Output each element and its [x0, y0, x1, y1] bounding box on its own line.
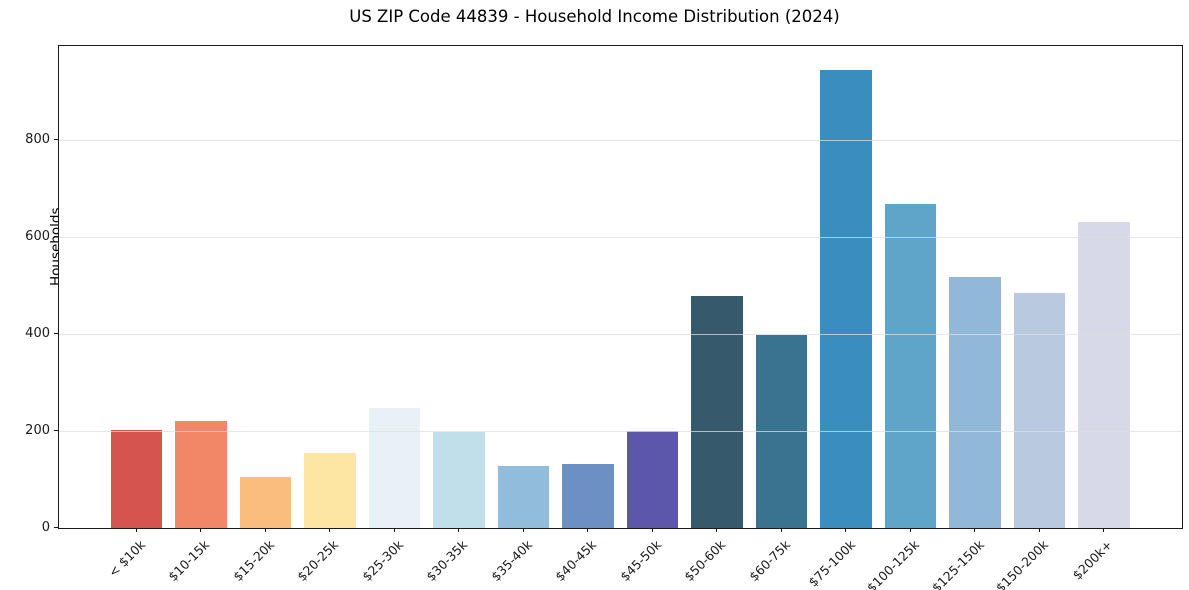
- x-axis-tick-mark: [393, 528, 395, 532]
- x-axis-tick-mark: [974, 528, 975, 532]
- x-axis-tick-mark: [458, 528, 459, 532]
- x-axis-tick-label: $200k+: [1069, 537, 1116, 583]
- bar: [110, 429, 163, 528]
- x-axis-tick-label: $10-15k: [165, 537, 213, 585]
- x-axis-tick-label: $45-50k: [617, 537, 665, 585]
- x-axis-tick-label: $100-125k: [863, 537, 923, 590]
- x-axis-tick-mark: [845, 528, 846, 532]
- x-axis-tick-mark: [522, 528, 524, 532]
- y-axis-tick-label: 0: [41, 519, 50, 535]
- x-axis-tick-mark: [135, 528, 137, 532]
- bar: [884, 204, 937, 528]
- x-axis-tick-label: $50-60k: [681, 537, 729, 585]
- x-axis-tick-mark: [651, 528, 653, 532]
- bar: [368, 408, 421, 528]
- x-axis-tick-mark: [716, 528, 717, 532]
- x-axis-tick-label: $75-100k: [804, 537, 858, 590]
- bar: [497, 466, 550, 528]
- x-axis-tick-mark: [587, 528, 588, 532]
- gridline: [59, 333, 1182, 335]
- gridline: [59, 139, 1182, 141]
- x-axis-tick-label: $30-35k: [423, 537, 471, 585]
- x-axis-tick-label: $20-25k: [294, 537, 342, 585]
- chart-title: US ZIP Code 44839 - Household Income Dis…: [349, 7, 840, 26]
- x-axis-tick-label: $35-40k: [488, 537, 536, 585]
- gridline: [59, 236, 1182, 238]
- bar: [626, 431, 679, 528]
- bar: [949, 277, 1001, 528]
- y-axis-tick-label: 400: [25, 325, 50, 341]
- bar: [691, 296, 743, 528]
- y-axis-tick-mark: [54, 139, 58, 141]
- gridline: [59, 430, 1182, 432]
- bar: [1013, 293, 1066, 528]
- y-axis-tick-label: 800: [25, 131, 50, 147]
- y-axis-tick-mark: [54, 333, 58, 335]
- y-axis-tick-mark: [54, 236, 58, 238]
- x-axis-tick-mark: [780, 528, 782, 532]
- bar: [820, 69, 872, 528]
- bar: [239, 476, 292, 528]
- y-axis-tick-label: 600: [25, 228, 50, 244]
- bar: [304, 452, 356, 528]
- x-axis-tick-mark: [329, 528, 330, 532]
- x-axis-tick-label: $40-45k: [552, 537, 600, 585]
- bar: [1078, 222, 1130, 528]
- y-axis-tick-label: 200: [25, 422, 50, 438]
- x-axis-tick-label: $15-20k: [230, 537, 278, 585]
- x-axis-tick-mark: [1103, 528, 1104, 532]
- y-axis-tick-mark: [54, 527, 58, 528]
- y-axis-tick-mark: [54, 430, 58, 432]
- x-axis-tick-mark: [1038, 528, 1040, 532]
- bar: [433, 432, 485, 528]
- bar: [562, 463, 614, 528]
- x-axis-tick-label: $150-200k: [992, 537, 1052, 590]
- x-axis-tick-label: $125-150k: [928, 537, 987, 590]
- plot-area: [58, 45, 1183, 529]
- x-axis-tick-label: $25-30k: [359, 537, 407, 585]
- x-axis-tick-mark: [909, 528, 911, 532]
- x-axis-tick-mark: [264, 528, 266, 532]
- x-axis-tick-label: $60-75k: [746, 537, 794, 585]
- x-axis-tick-label: < $10k: [105, 537, 149, 580]
- x-axis-tick-mark: [200, 528, 201, 532]
- bar: [175, 420, 227, 528]
